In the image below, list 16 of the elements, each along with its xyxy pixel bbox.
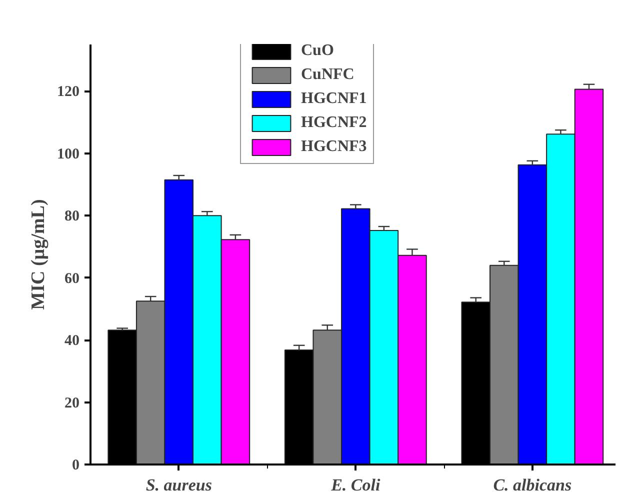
y-axis-title: MIC (µg/mL) <box>28 199 49 310</box>
legend-label: HGCNF2 <box>301 114 367 132</box>
legend-label: CuNFC <box>301 66 354 84</box>
y-tick-label: 0 <box>72 458 80 474</box>
y-tick-label: 120 <box>57 84 80 100</box>
legend-label: HGCNF3 <box>301 138 367 156</box>
y-tick-label: 40 <box>64 333 80 350</box>
x-tick-label: S. aureus <box>146 476 212 494</box>
y-tick-label: 80 <box>64 208 80 225</box>
x-tick-label: E. Coli <box>330 476 380 494</box>
y-tick-label: 100 <box>57 146 80 162</box>
y-tick-label: 20 <box>64 395 80 412</box>
legend-label: CuO <box>301 43 334 60</box>
legend-label: HGCNF1 <box>301 90 367 108</box>
y-tick-label: 60 <box>64 270 80 287</box>
x-tick-label: C. albicans <box>493 476 572 494</box>
